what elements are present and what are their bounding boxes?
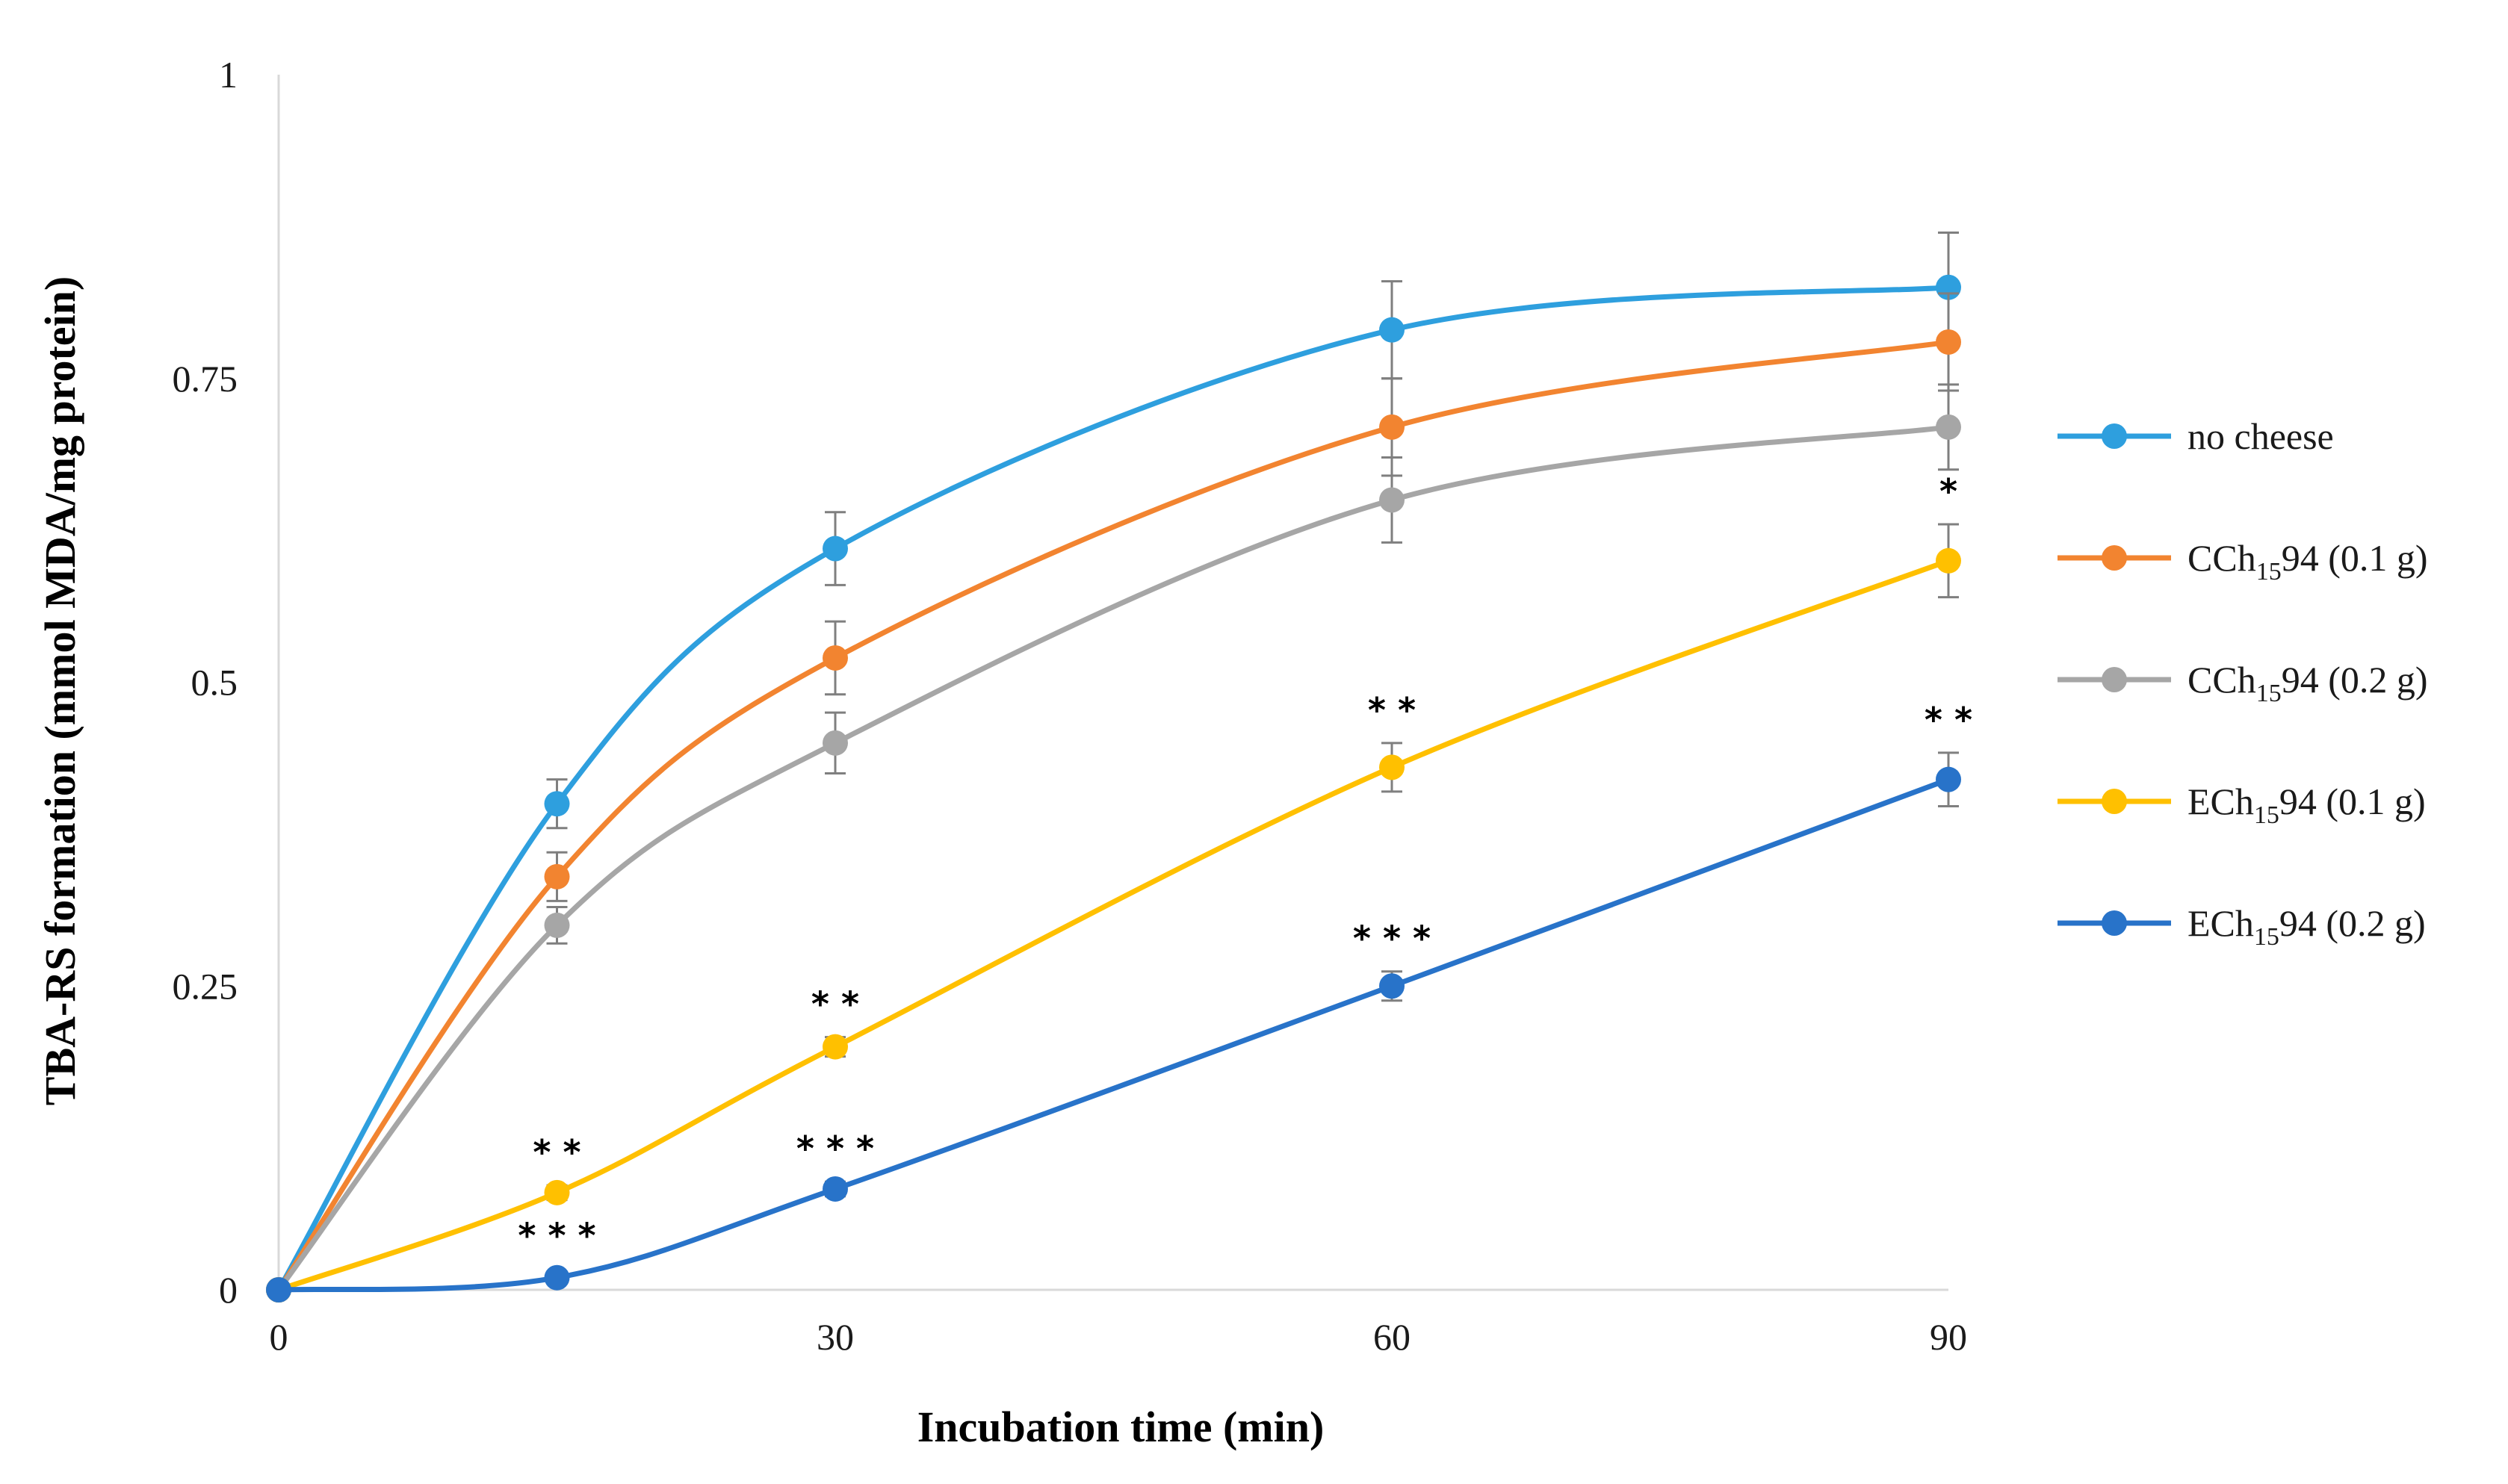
legend-label: no cheese	[2187, 415, 2334, 457]
legend-label-main: CCh	[2187, 659, 2256, 701]
data-point	[1936, 547, 1961, 574]
legend-label-subscript: 15	[2254, 923, 2279, 951]
data-point	[544, 1179, 570, 1205]
legend-item: CCh1594 (0.2 g)	[2058, 659, 2428, 707]
y-tick-label: 1	[219, 54, 238, 96]
series-3: * * * * * * *	[266, 471, 1961, 1303]
legend-label-main: ECh	[2187, 780, 2254, 822]
legend-label-tail: 94 (0.2 g)	[2282, 659, 2428, 701]
y-tick-label: 0	[219, 1269, 238, 1311]
x-tick-label: 0	[270, 1316, 288, 1358]
series-2	[266, 383, 1961, 1303]
legend-label-main: ECh	[2187, 902, 2254, 944]
data-point	[823, 1034, 848, 1060]
data-point	[544, 1264, 570, 1291]
legend-label: ECh1594 (0.2 g)	[2187, 902, 2426, 951]
data-point	[1379, 414, 1405, 440]
legend-label: CCh1594 (0.1 g)	[2187, 537, 2428, 586]
data-point	[823, 645, 848, 671]
legend-label-main: CCh	[2187, 537, 2256, 579]
legend-swatch-marker	[2102, 789, 2127, 814]
significance-label: *	[1939, 471, 1957, 512]
x-tick-label: 30	[817, 1316, 854, 1358]
data-point	[1936, 766, 1961, 792]
data-point	[823, 535, 848, 562]
data-point	[1936, 414, 1961, 440]
legend-label-subscript: 15	[2254, 801, 2279, 829]
legend-label-subscript: 15	[2256, 680, 2282, 707]
legend-swatch-marker	[2102, 423, 2127, 449]
data-point	[266, 1277, 291, 1303]
legend-swatch-marker	[2102, 910, 2127, 936]
legend-item: CCh1594 (0.1 g)	[2058, 537, 2428, 586]
legend-label-main: no cheese	[2187, 415, 2334, 457]
significance-label: * *	[1925, 700, 1972, 740]
legend-label-tail: 94 (0.1 g)	[2282, 537, 2428, 579]
significance-label: * *	[1368, 690, 1416, 730]
data-point	[823, 730, 848, 756]
y-tick-label: 0.25	[173, 965, 238, 1007]
significance-label: * *	[533, 1132, 580, 1173]
legend-item: ECh1594 (0.2 g)	[2058, 902, 2426, 951]
legend-swatch-marker	[2102, 545, 2127, 571]
x-tick-label: 60	[1373, 1316, 1411, 1358]
y-tick-label: 0.5	[191, 662, 238, 704]
legend-swatch-marker	[2102, 667, 2127, 692]
axes: 0 0.25 0.5 0.75 1 0 30 60 90	[173, 54, 1968, 1358]
series-0	[266, 232, 1961, 1303]
data-point	[1379, 317, 1405, 343]
series-line	[276, 285, 1949, 1291]
data-point	[1379, 973, 1405, 999]
data-point	[1379, 487, 1405, 513]
data-point	[544, 791, 570, 817]
significance-label: * * *	[796, 1128, 874, 1169]
significance-label: * *	[811, 984, 859, 1025]
series-4: * * * * * * * * * * *	[266, 700, 1972, 1303]
data-point	[544, 912, 570, 938]
series-layer: * * * * * * * * * * * * * * * * * *	[266, 232, 1972, 1303]
legend-item: ECh1594 (0.1 g)	[2058, 780, 2426, 829]
legend-label-tail: 94 (0.2 g)	[2279, 902, 2426, 944]
significance-label: * * *	[518, 1216, 595, 1256]
series-1	[266, 292, 1961, 1303]
legend-label: CCh1594 (0.2 g)	[2187, 659, 2428, 707]
x-axis-title: Incubation time (min)	[917, 1403, 1325, 1451]
series-line	[276, 424, 1949, 1292]
legend-item: no cheese	[2058, 415, 2334, 457]
data-point	[544, 863, 570, 890]
legend-label-subscript: 15	[2256, 558, 2282, 586]
data-point	[823, 1176, 848, 1202]
data-point	[1379, 754, 1405, 780]
legend-label: ECh1594 (0.1 g)	[2187, 780, 2426, 829]
series-line	[278, 777, 1950, 1293]
legend-label-tail: 94 (0.1 g)	[2279, 780, 2426, 822]
series-line	[277, 558, 1950, 1293]
significance-label: * * *	[1353, 919, 1431, 959]
data-point	[1936, 329, 1961, 355]
series-line	[276, 339, 1949, 1291]
y-axis-title: TBA-RS formation (mmol MDA/mg protein)	[36, 276, 84, 1105]
x-tick-label: 90	[1930, 1316, 1967, 1358]
y-tick-label: 0.75	[173, 358, 238, 400]
